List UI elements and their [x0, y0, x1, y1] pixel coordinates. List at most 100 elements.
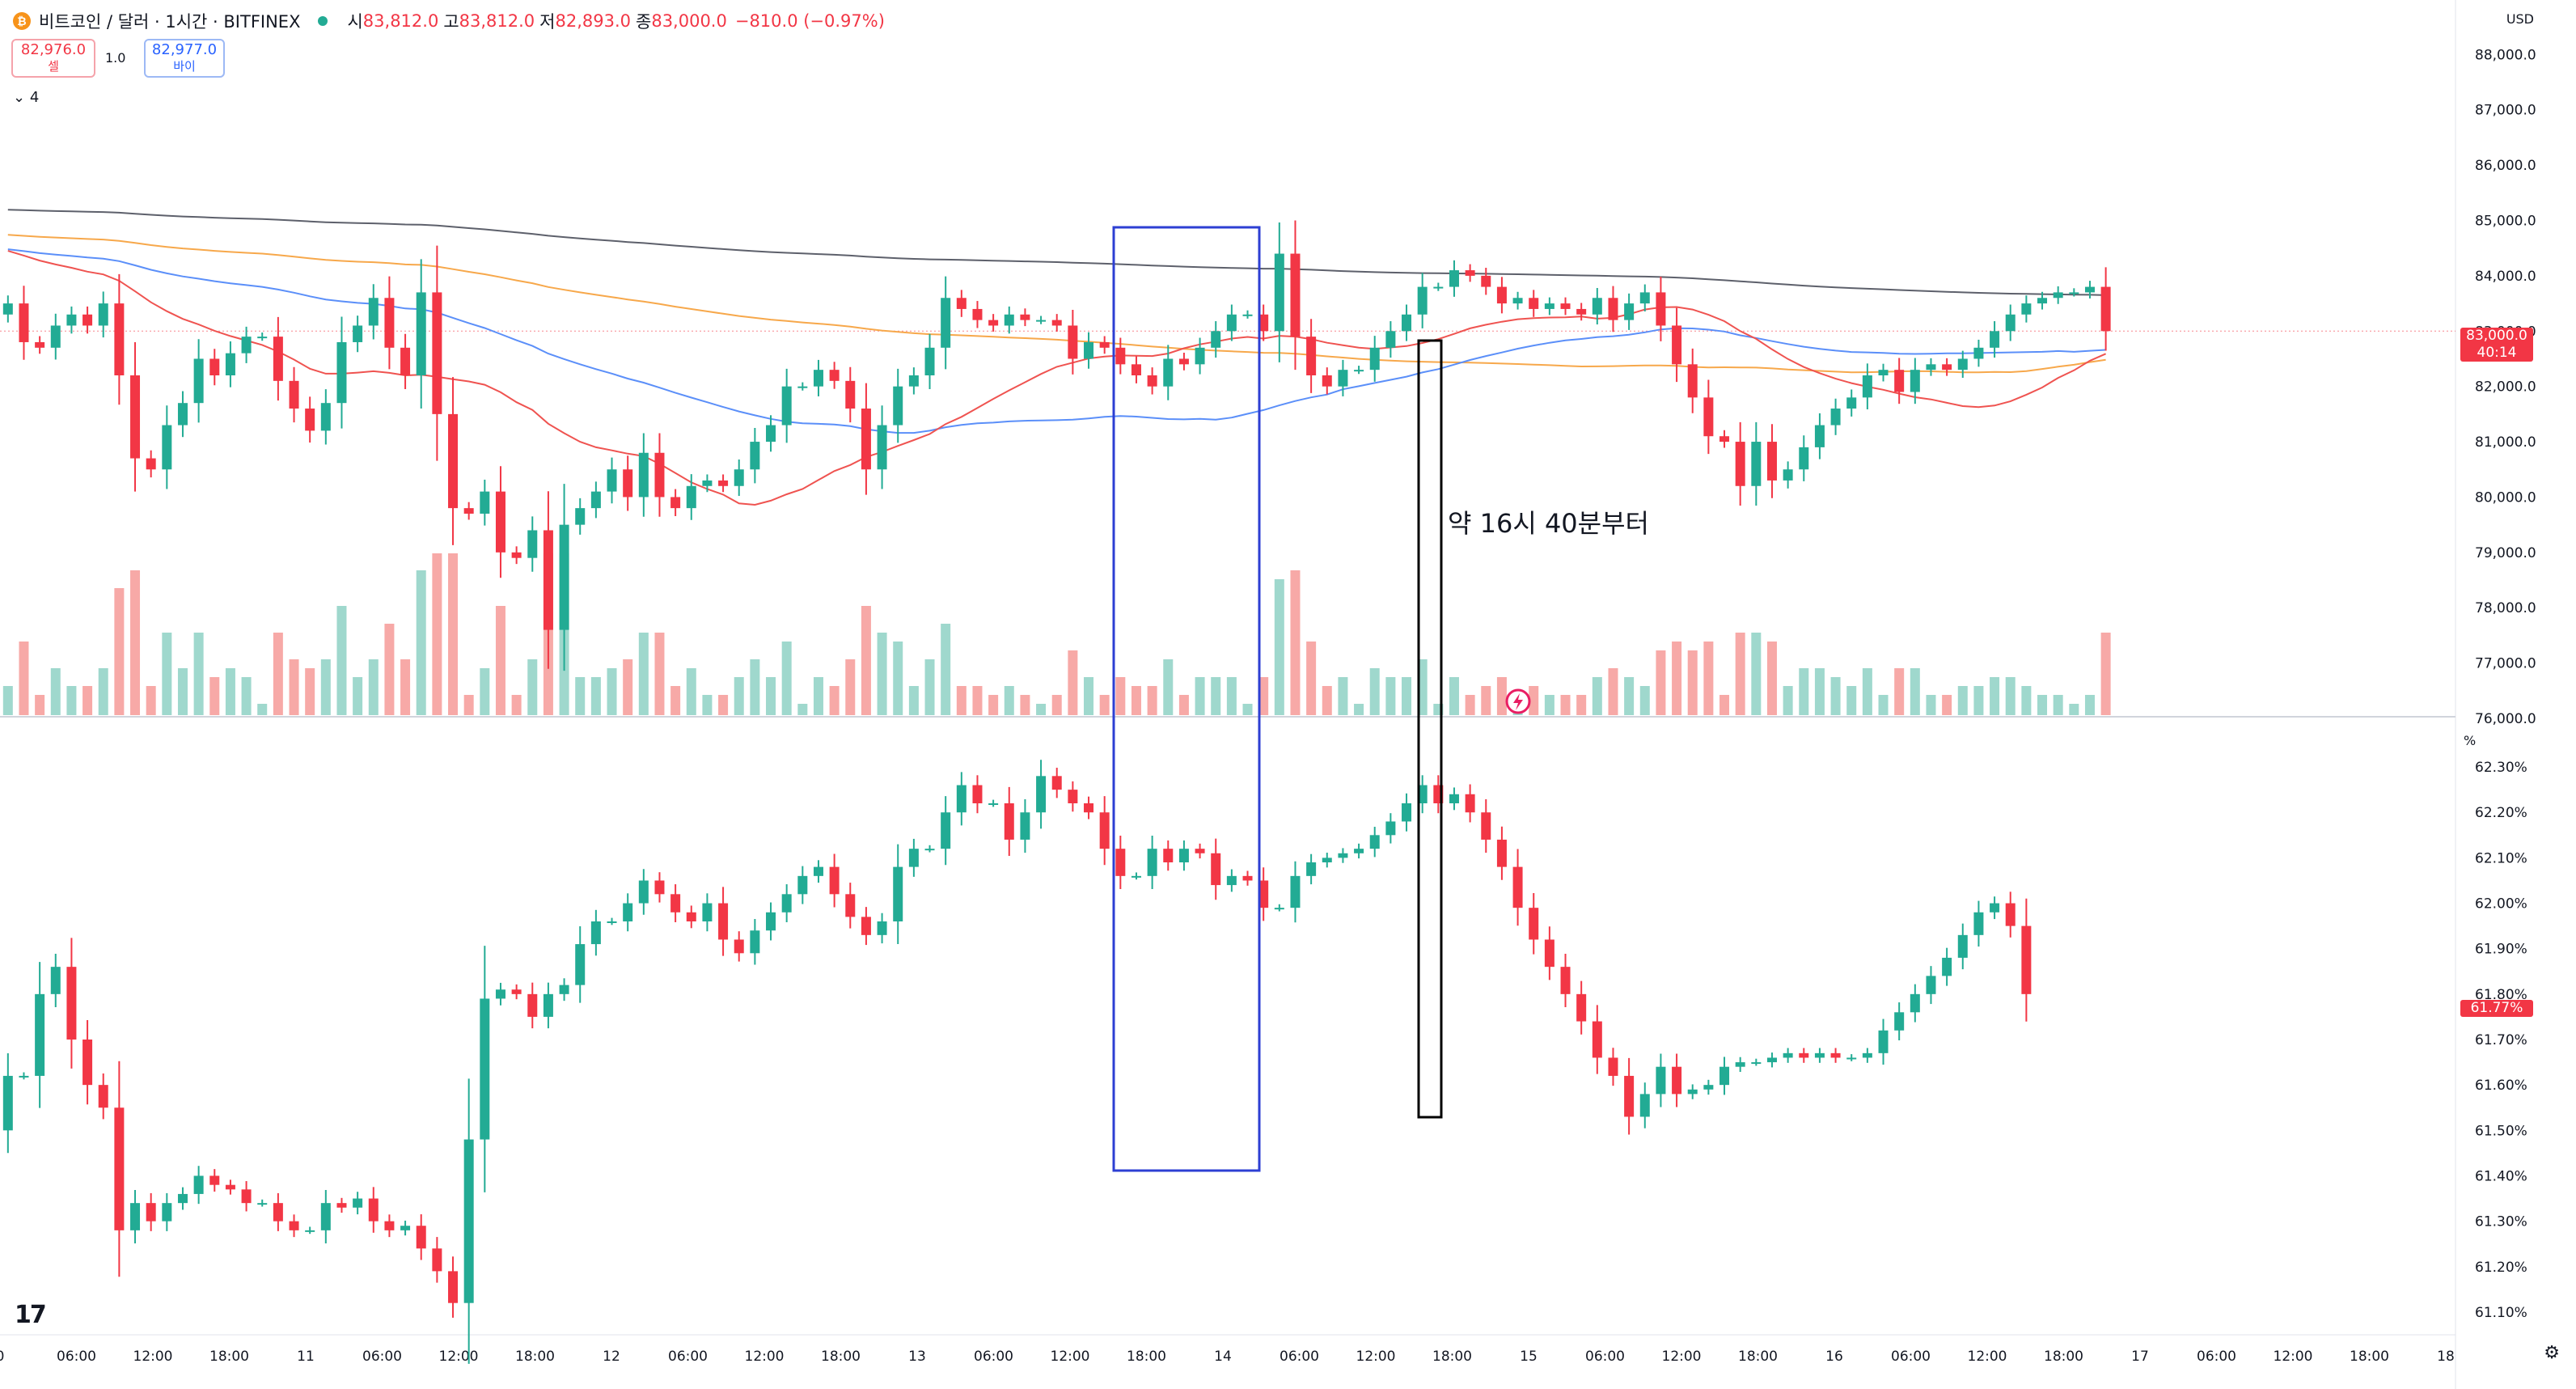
volume-bar [1529, 686, 1539, 715]
dominance-candle [1211, 853, 1221, 886]
price-candle [1195, 347, 1205, 365]
price-candle [1576, 308, 1587, 315]
dominance-candle [2, 1075, 13, 1131]
price-candle [1814, 425, 1825, 447]
volume-bar [845, 659, 856, 715]
dominance-candle [908, 849, 919, 867]
price-candle [1926, 364, 1936, 371]
volume-bar [19, 642, 29, 715]
volume-bar [1735, 633, 1745, 715]
blue-highlight-box [1112, 226, 1261, 1172]
x-tick-label: 06:00 [1585, 1349, 1625, 1365]
volume-bar [1084, 677, 1094, 715]
volume-bar [1147, 686, 1157, 715]
x-tick-label: 17 [2131, 1349, 2149, 1365]
volume-bar [209, 677, 220, 715]
dominance-candle [988, 803, 999, 805]
volume-bar [1115, 677, 1126, 715]
volume-bar [941, 624, 951, 715]
price-candle [1036, 320, 1047, 322]
dominance-candle [1274, 908, 1284, 910]
dominance-candle [1656, 1066, 1666, 1095]
volume-bar [400, 659, 411, 715]
dominance-candle [1894, 1012, 1905, 1031]
price-candle [2100, 286, 2111, 332]
gear-icon[interactable]: ⚙ [2544, 1343, 2560, 1363]
volume-bar [1862, 668, 1872, 715]
dominance-candle [353, 1198, 363, 1208]
open-label: 시 [347, 12, 363, 32]
volume-bar [511, 695, 522, 715]
volume-bar [1211, 677, 1221, 715]
price-candle [797, 386, 808, 388]
volume-bar [1560, 695, 1571, 715]
price-candle [686, 485, 696, 509]
buy-button[interactable]: 82,977.0 바이 [144, 39, 225, 78]
price-candle [2053, 292, 2063, 299]
price-candle [209, 358, 220, 375]
price-candle [368, 298, 379, 326]
volume-bar [908, 686, 919, 715]
dominance-candle [1084, 803, 1094, 813]
volume-bar [146, 686, 156, 715]
volume-bar [1624, 677, 1635, 715]
low-value: 82,893.0 [555, 11, 631, 31]
dominance-candle [1417, 785, 1428, 803]
volume-bar [972, 686, 983, 715]
x-tick-label: 12:00 [133, 1349, 173, 1365]
volume-bar [1322, 686, 1332, 715]
dominance-candle [257, 1203, 268, 1205]
volume-bar [2100, 633, 2111, 715]
volume-bar [66, 686, 77, 715]
price-candle [1481, 275, 1491, 287]
symbol-title[interactable]: 비트코인 / 달러 · 1시간 · BITFINEX [39, 12, 301, 32]
price-candle [1783, 469, 1793, 481]
price-candle [1719, 436, 1730, 443]
x-tick-label: 12 [603, 1349, 620, 1365]
price-candle [750, 442, 760, 470]
price-candle [607, 469, 617, 492]
price-candle [162, 425, 172, 470]
dominance-y-tick: 61.50% [2475, 1123, 2527, 1139]
x-tick-label: 18:00 [515, 1349, 555, 1365]
last-dominance-tag: 61.77% [2460, 1000, 2533, 1017]
x-tick-label: 15 [1520, 1349, 1538, 1365]
sell-button[interactable]: 82,976.0 셀 [11, 39, 95, 78]
volume-bar [1020, 695, 1030, 715]
dominance-candle [1926, 976, 1936, 994]
open-value: 83,812.0 [362, 11, 439, 31]
dominance-candle [1306, 862, 1317, 876]
currency-label[interactable]: USD [2506, 11, 2534, 27]
volume-bar [1656, 650, 1666, 715]
price-candle [559, 524, 569, 630]
dominance-candle [130, 1203, 141, 1230]
dominance-y-tick: 61.10% [2475, 1305, 2527, 1321]
indicators-toggle[interactable]: ⌄ 4 [13, 89, 39, 106]
price-candle [2037, 298, 2048, 304]
price-candle [1290, 253, 1301, 337]
price-candle [1322, 375, 1332, 387]
price-candle [2084, 286, 2095, 293]
price-candle [1942, 364, 1952, 371]
price-candle [1687, 364, 1698, 398]
price-candle [289, 380, 299, 409]
volume-bar [1131, 686, 1141, 715]
dominance-candle [941, 812, 951, 849]
x-tick-label: 18:00 [1127, 1349, 1166, 1365]
dominance-candle [813, 866, 823, 876]
x-tick-label: 12:00 [2274, 1349, 2313, 1365]
volume-bar [1576, 695, 1587, 715]
dominance-y-tick: 61.20% [2475, 1260, 2527, 1276]
volume-bar [1242, 704, 1253, 715]
price-candle [1529, 298, 1539, 309]
dominance-candle [1290, 875, 1301, 908]
volume-bar [1703, 642, 1714, 715]
tradingview-logo-icon[interactable]: 17 [15, 1301, 47, 1329]
dominance-candle [1529, 908, 1539, 940]
volume-bar [2069, 704, 2079, 715]
price-y-tick: 80,000.0 [2475, 489, 2536, 506]
dominance-candle [162, 1203, 172, 1222]
dominance-candle [1242, 875, 1253, 881]
price-candle [1020, 314, 1030, 320]
